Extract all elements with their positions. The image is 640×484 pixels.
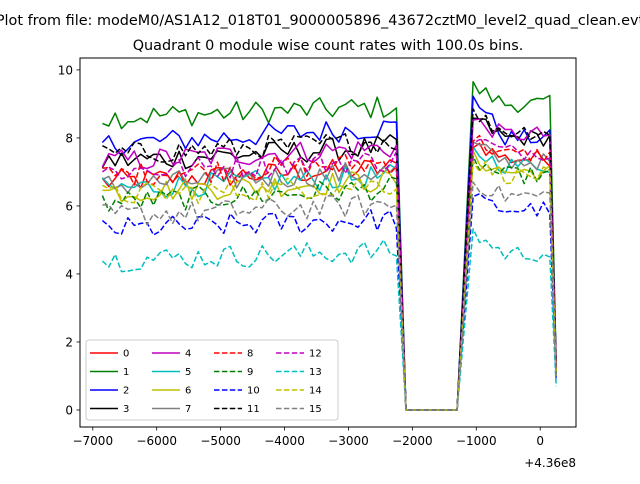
y-tick-label: 2 bbox=[65, 335, 73, 349]
y-tick-label: 8 bbox=[65, 131, 73, 145]
legend-label-11: 11 bbox=[247, 404, 260, 415]
legend-label-3: 3 bbox=[123, 404, 129, 415]
series-line-6 bbox=[102, 149, 557, 411]
legend-label-13: 13 bbox=[309, 367, 322, 378]
y-tick-label: 10 bbox=[58, 63, 73, 77]
chart-title: Quadrant 0 module wise count rates with … bbox=[133, 38, 524, 54]
legend-label-4: 4 bbox=[185, 349, 191, 360]
series-line-13 bbox=[101, 228, 557, 411]
legend-label-14: 14 bbox=[309, 386, 322, 397]
x-tick-label: −3000 bbox=[328, 434, 369, 448]
x-tick-label: −5000 bbox=[200, 434, 241, 448]
series-line-4 bbox=[101, 118, 557, 411]
series-layer bbox=[101, 80, 557, 411]
x-tick-label: −2000 bbox=[392, 434, 433, 448]
y-tick-label: 0 bbox=[65, 403, 73, 417]
legend-label-15: 15 bbox=[309, 404, 322, 415]
series-line-12 bbox=[101, 138, 557, 411]
legend-label-10: 10 bbox=[247, 386, 260, 397]
y-tick-label: 6 bbox=[65, 199, 73, 213]
series-line-15 bbox=[102, 181, 557, 411]
x-axis: −7000 −6000 −5000 −4000 −3000 −2000 −1000 0 bbox=[72, 427, 544, 448]
legend-label-7: 7 bbox=[185, 404, 191, 415]
x-tick-label: −6000 bbox=[136, 434, 177, 448]
legend-label-2: 2 bbox=[123, 386, 129, 397]
legend-label-0: 0 bbox=[123, 349, 129, 360]
legend-label-8: 8 bbox=[247, 349, 253, 360]
legend-label-12: 12 bbox=[309, 349, 322, 360]
x-tick-label: −7000 bbox=[72, 434, 113, 448]
legend-label-1: 1 bbox=[123, 367, 129, 378]
legend-frame bbox=[85, 339, 339, 421]
series-line-10 bbox=[101, 193, 557, 411]
figure-suptitle: Plot from file: modeM0/AS1A12_018T01_900… bbox=[0, 13, 640, 29]
series-line-1 bbox=[102, 80, 557, 411]
x-tick-label: −1000 bbox=[456, 434, 497, 448]
legend-label-9: 9 bbox=[247, 367, 253, 378]
plot-area-frame bbox=[79, 57, 577, 428]
legend-label-6: 6 bbox=[185, 386, 191, 397]
series-line-11 bbox=[102, 108, 557, 411]
legend-label-5: 5 bbox=[185, 367, 191, 378]
series-line-7 bbox=[102, 141, 557, 411]
x-tick-label: −4000 bbox=[264, 434, 305, 448]
x-offset-label: +4.36e8 bbox=[524, 456, 576, 470]
y-tick-label: 4 bbox=[65, 267, 73, 281]
y-axis: 0 2 4 6 8 10 bbox=[58, 63, 80, 417]
series-line-14 bbox=[102, 160, 557, 411]
x-tick-label: 0 bbox=[536, 434, 544, 448]
